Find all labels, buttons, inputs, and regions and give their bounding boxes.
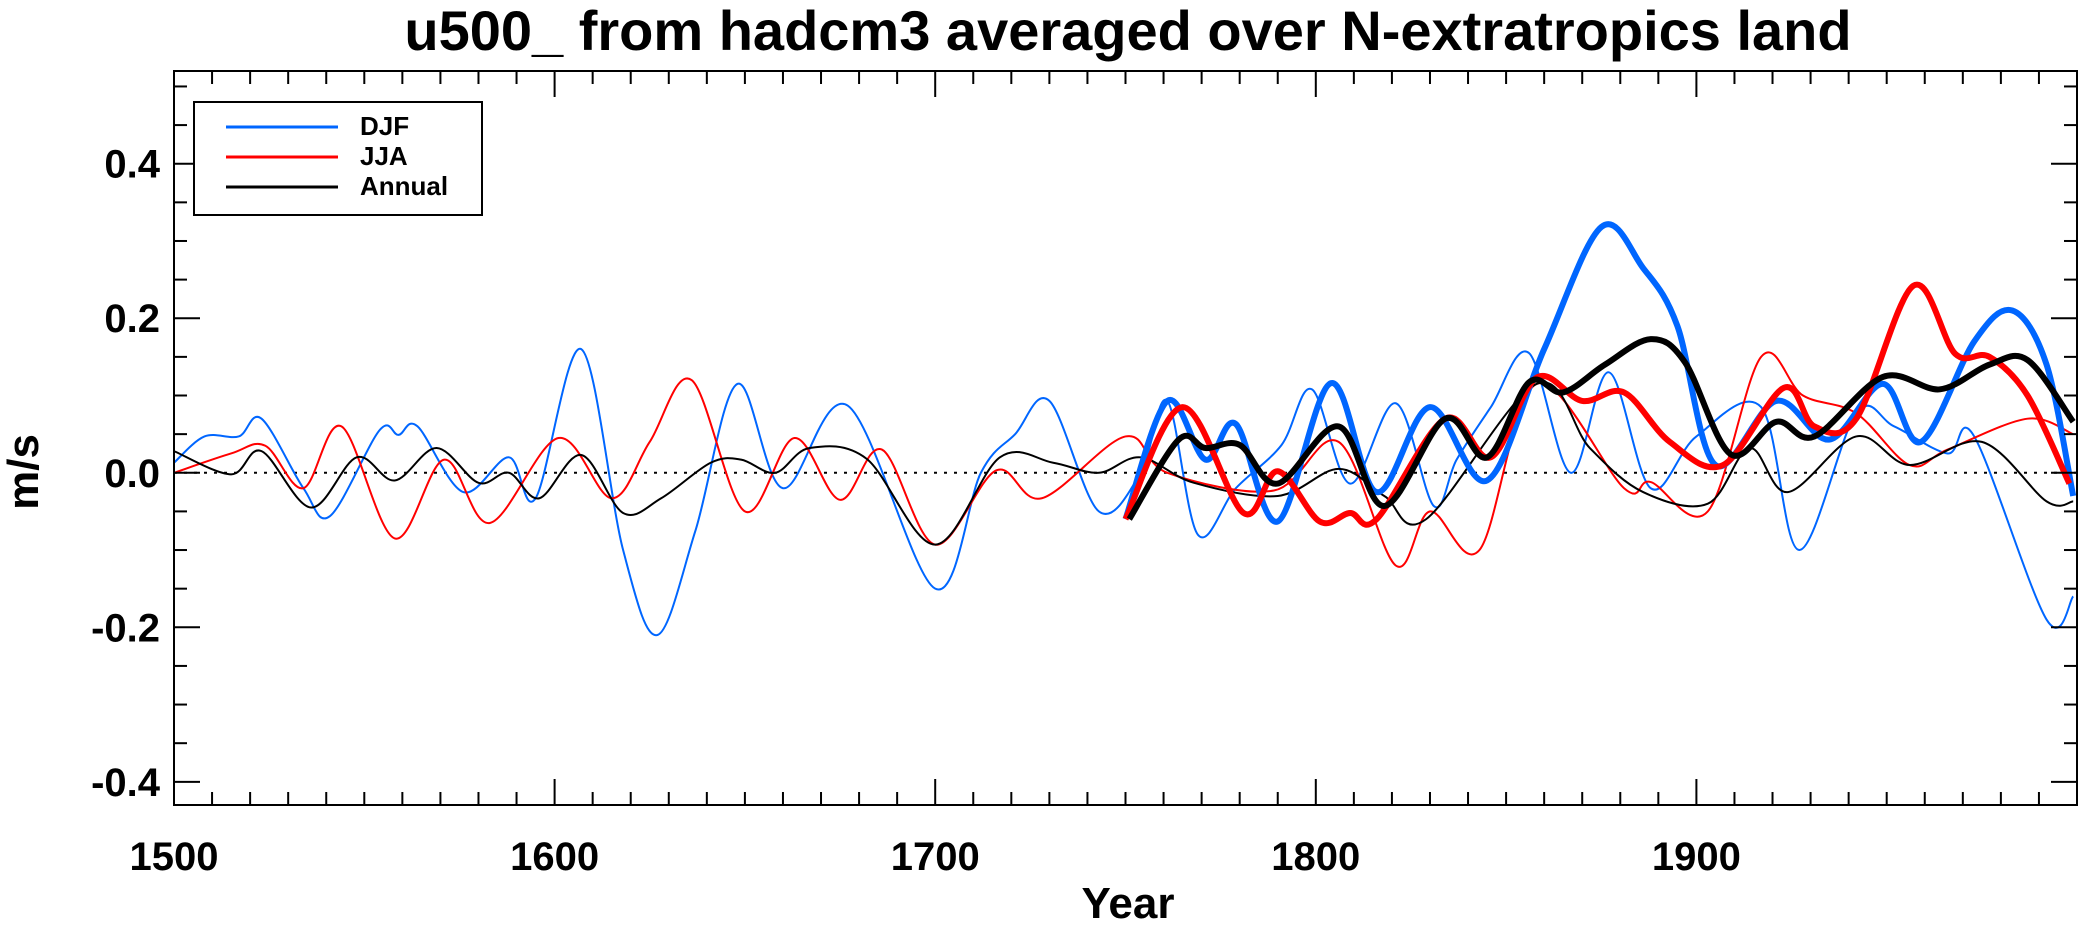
y-tick-label: 0.4 [104,143,160,187]
chart-title: u500_ from hadcm3 averaged over N-extrat… [404,0,1851,62]
y-axis-label: m/s [0,434,48,510]
y-tick-label: 0.2 [104,297,160,341]
tick-labels: 1500 1600 1700 1800 1900 0.4 0.2 0.0 -0.2 -0.4 [91,143,1741,879]
series-line-jja-smoothed [1122,281,2073,528]
y-tick-label: -0.4 [91,761,161,805]
series-line-annual-smoothed [1126,336,2076,521]
legend-label-djf: DJF [360,111,409,141]
x-tick-label: 1500 [130,835,219,879]
x-tick-label: 1900 [1652,835,1741,879]
legend-label-jja: JJA [360,141,408,171]
y-tick-label: 0.0 [104,452,160,496]
x-axis-label: Year [1082,879,1175,923]
legend: DJF JJA Annual [193,101,483,216]
plot-lines [173,221,2077,637]
x-tick-label: 1800 [1271,835,1360,879]
legend-label-annual: Annual [360,171,448,201]
x-tick-label: 1600 [510,835,599,879]
y-tick-label: -0.2 [91,606,160,650]
axis-ticks [173,71,2078,805]
x-tick-label: 1700 [891,835,980,879]
